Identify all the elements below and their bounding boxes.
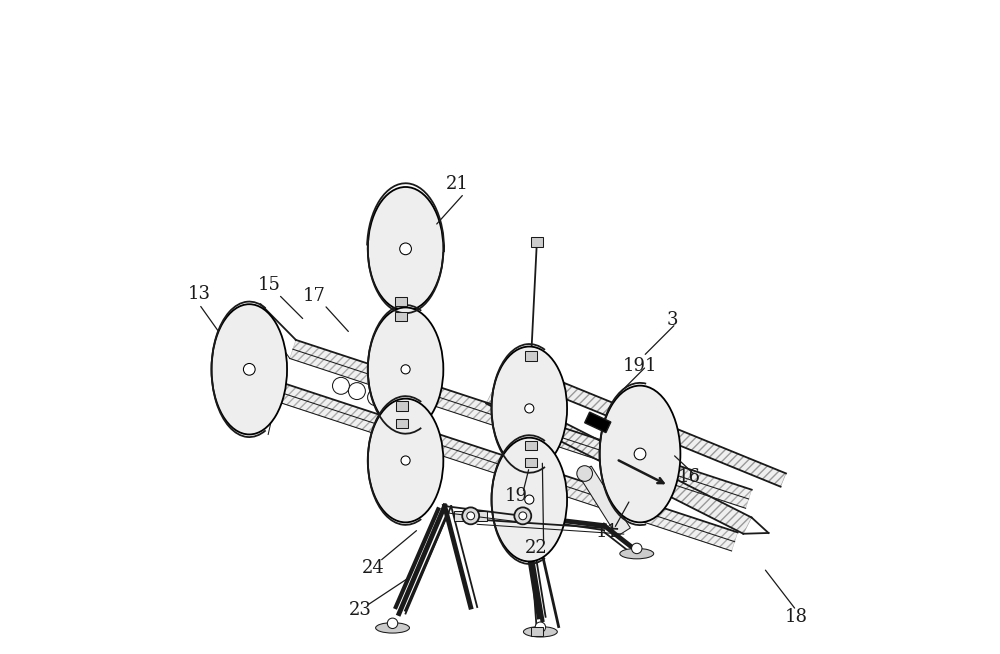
Text: 3: 3 xyxy=(667,311,678,330)
Circle shape xyxy=(368,389,385,406)
Circle shape xyxy=(632,543,642,554)
Text: 24: 24 xyxy=(362,559,384,577)
Circle shape xyxy=(409,402,426,419)
Circle shape xyxy=(401,456,410,465)
Circle shape xyxy=(535,622,546,632)
Text: 21: 21 xyxy=(446,175,469,193)
Ellipse shape xyxy=(523,627,557,637)
Bar xyxy=(395,297,407,306)
Bar xyxy=(396,419,408,428)
Bar xyxy=(525,441,537,451)
Polygon shape xyxy=(290,340,752,508)
Polygon shape xyxy=(578,466,630,536)
Text: 191: 191 xyxy=(623,357,657,375)
Circle shape xyxy=(401,365,410,374)
Bar xyxy=(525,351,537,360)
Bar xyxy=(531,237,543,247)
Circle shape xyxy=(462,508,479,525)
Ellipse shape xyxy=(600,386,680,523)
Ellipse shape xyxy=(376,623,409,633)
Polygon shape xyxy=(276,383,738,551)
Text: 22: 22 xyxy=(524,540,547,557)
Text: 13: 13 xyxy=(188,285,211,303)
Circle shape xyxy=(333,377,349,394)
Bar xyxy=(531,627,543,636)
Circle shape xyxy=(634,448,646,460)
Ellipse shape xyxy=(368,187,443,311)
Bar xyxy=(395,312,407,321)
Ellipse shape xyxy=(212,304,287,434)
Bar xyxy=(585,412,611,433)
Bar xyxy=(454,511,487,521)
Polygon shape xyxy=(533,373,786,487)
Polygon shape xyxy=(486,387,752,534)
Circle shape xyxy=(577,466,592,481)
Circle shape xyxy=(525,404,534,413)
Circle shape xyxy=(387,618,398,628)
Circle shape xyxy=(514,508,531,525)
Circle shape xyxy=(400,243,411,254)
Ellipse shape xyxy=(368,399,443,523)
Circle shape xyxy=(467,512,475,520)
Bar xyxy=(396,402,408,411)
Ellipse shape xyxy=(492,347,567,470)
Circle shape xyxy=(388,396,405,413)
Bar xyxy=(525,458,537,467)
Circle shape xyxy=(243,364,255,375)
Ellipse shape xyxy=(620,549,654,559)
Ellipse shape xyxy=(492,438,567,561)
Circle shape xyxy=(525,495,534,504)
Text: 17: 17 xyxy=(303,286,326,305)
Text: 19: 19 xyxy=(505,487,528,506)
Text: 15: 15 xyxy=(257,276,280,294)
Text: 18: 18 xyxy=(785,608,808,626)
Text: 16: 16 xyxy=(677,468,700,486)
Circle shape xyxy=(519,512,527,520)
Text: 23: 23 xyxy=(349,601,371,619)
Circle shape xyxy=(348,383,365,400)
Ellipse shape xyxy=(368,307,443,431)
Text: 11: 11 xyxy=(596,523,619,541)
